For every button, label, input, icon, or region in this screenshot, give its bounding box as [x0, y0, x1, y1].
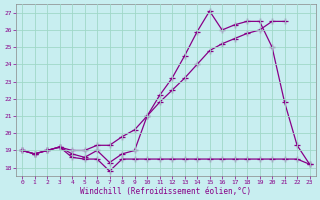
X-axis label: Windchill (Refroidissement éolien,°C): Windchill (Refroidissement éolien,°C) [80, 187, 252, 196]
